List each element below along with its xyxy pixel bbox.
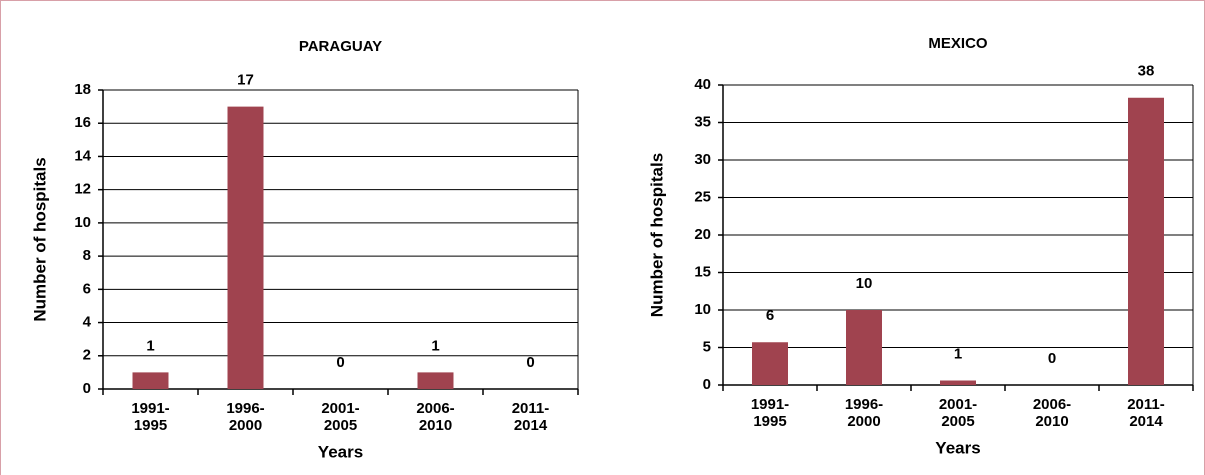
y-tick-label: 2 bbox=[83, 347, 91, 364]
y-tick-label: 25 bbox=[694, 188, 711, 205]
y-tick-label: 4 bbox=[83, 314, 92, 331]
x-axis-label: Years bbox=[318, 442, 363, 461]
y-tick-label: 6 bbox=[83, 280, 91, 297]
bar bbox=[940, 380, 976, 385]
bar bbox=[227, 106, 264, 389]
value-label: 17 bbox=[237, 72, 254, 89]
bar bbox=[752, 342, 788, 385]
y-tick-label: 16 bbox=[74, 114, 91, 131]
value-label: 10 bbox=[856, 275, 873, 292]
bar bbox=[132, 372, 169, 389]
chart-title: PARAGUAY bbox=[299, 38, 382, 55]
x-tick-label: 1991-1995 bbox=[131, 400, 170, 434]
x-tick-label: 1996-2000 bbox=[844, 396, 884, 430]
value-label: 1 bbox=[431, 337, 439, 354]
value-label: 0 bbox=[526, 354, 534, 371]
x-tick-label: 2001-2005 bbox=[938, 396, 978, 430]
y-tick-label: 40 bbox=[694, 76, 711, 93]
bar bbox=[1128, 97, 1164, 385]
y-axis-label: Number of hospitals bbox=[647, 153, 666, 317]
value-label: 6 bbox=[766, 307, 774, 324]
y-tick-label: 35 bbox=[694, 113, 711, 130]
x-tick-label: 2006-2010 bbox=[416, 400, 455, 434]
value-label: 38 bbox=[1138, 63, 1155, 80]
y-tick-label: 12 bbox=[74, 181, 91, 198]
x-tick-label: 1996-2000 bbox=[226, 400, 265, 434]
y-tick-label: 30 bbox=[694, 151, 711, 168]
value-label: 0 bbox=[336, 354, 344, 371]
y-tick-label: 10 bbox=[694, 301, 711, 318]
y-tick-label: 20 bbox=[694, 226, 711, 243]
x-tick-label: 2001-2005 bbox=[321, 400, 360, 434]
x-tick-label: 1991-1995 bbox=[750, 396, 790, 430]
bar bbox=[846, 310, 882, 385]
y-tick-label: 18 bbox=[74, 81, 91, 98]
y-tick-label: 0 bbox=[83, 380, 91, 397]
value-label: 0 bbox=[1048, 350, 1056, 367]
value-label: 1 bbox=[146, 337, 154, 354]
y-tick-label: 14 bbox=[74, 147, 91, 164]
x-tick-label: 2011-2014 bbox=[1127, 396, 1165, 430]
y-tick-label: 8 bbox=[83, 247, 91, 264]
y-tick-label: 15 bbox=[694, 263, 711, 280]
chart-title: MEXICO bbox=[928, 35, 988, 52]
y-axis-label: Number of hospitals bbox=[30, 157, 49, 321]
x-tick-label: 2011-2014 bbox=[511, 400, 550, 434]
x-axis-label: Years bbox=[935, 438, 980, 457]
value-label: 1 bbox=[954, 345, 962, 362]
y-tick-label: 0 bbox=[703, 376, 711, 393]
bar bbox=[417, 372, 454, 389]
y-tick-label: 10 bbox=[74, 214, 91, 231]
y-tick-label: 5 bbox=[703, 338, 711, 355]
x-tick-label: 2006-2010 bbox=[1032, 396, 1072, 430]
